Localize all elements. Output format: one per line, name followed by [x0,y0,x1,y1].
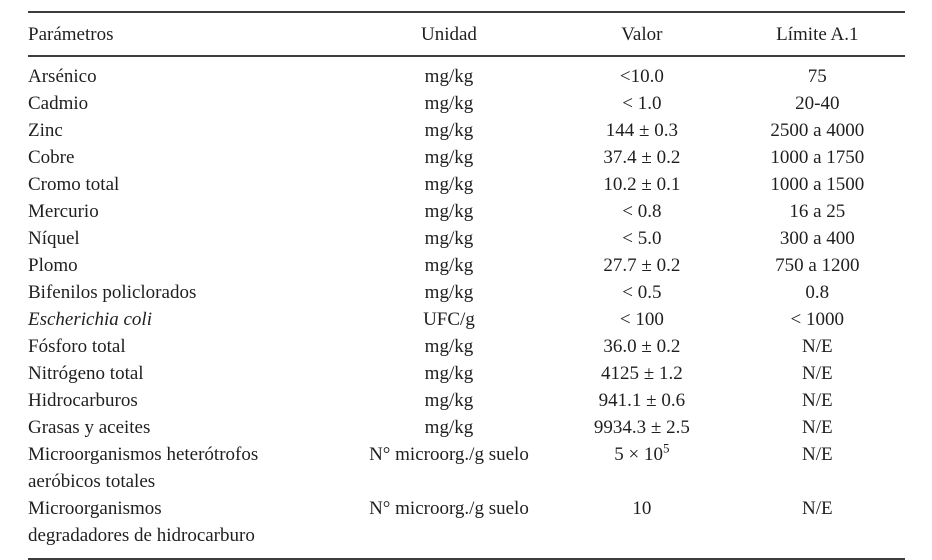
param-cell: Nitrógeno total [28,363,144,384]
unidad-cell: mg/kg [424,336,474,357]
limite-cell: N/E [801,417,833,438]
table-row: Cromo total mg/kg 10.2 ± 0.1 1000 a 1500 [28,171,905,198]
table-row: Nitrógeno total mg/kg 4125 ± 1.2 N/E [28,360,905,387]
table-row: Cadmio mg/kg < 1.0 20-40 [28,90,905,117]
limite-cell: 1000 a 1750 [770,147,865,168]
header-valor: Valor [554,12,730,57]
param-cell: Níquel [28,228,80,249]
param-cell: Cromo total [28,174,120,195]
param-cell: Escherichia coli [28,309,152,330]
table-row: Cobre mg/kg 37.4 ± 0.2 1000 a 1750 [28,144,905,171]
param-cell: Microorganismos degradadores de hidrocarb… [28,498,255,546]
header-row: Parámetros Unidad Valor Límite A.1 [28,12,905,57]
param-cell: Cadmio [28,93,89,114]
valor-cell: 5 × 105 [614,440,670,465]
unidad-cell: N° microorg./g suelo [369,498,529,519]
param-cell: Mercurio [28,201,99,222]
header-limite: Límite A.1 [729,12,905,57]
limite-cell: N/E [801,336,833,357]
limite-cell: N/E [801,390,833,411]
valor-cell: < 0.5 [622,282,662,303]
table-row: Microorganismos degradadores de hidrocarb… [28,495,905,559]
table-row: Arsénico mg/kg <10.0 75 [28,56,905,90]
valor-cell: 37.4 ± 0.2 [603,147,681,168]
valor-cell: 27.7 ± 0.2 [603,255,681,276]
exponent: 5 [662,440,670,456]
table-row: Mercurio mg/kg < 0.8 16 a 25 [28,198,905,225]
valor-cell: 144 ± 0.3 [605,120,678,141]
table-row: Microorganismos heterótrofos aeróbicos to… [28,441,905,495]
limite-cell: N/E [801,444,833,465]
param-cell: Fósforo total [28,336,126,357]
table-row: Bifenilos policlorados mg/kg < 0.5 0.8 [28,279,905,306]
unidad-cell: mg/kg [424,417,474,438]
table-row: Grasas y aceites mg/kg 9934.3 ± 2.5 N/E [28,414,905,441]
table-row: Hidrocarburos mg/kg 941.1 ± 0.6 N/E [28,387,905,414]
table-row: Escherichia coli UFC/g < 100 < 1000 [28,306,905,333]
unidad-cell: mg/kg [424,66,474,87]
param-cell: Microorganismos heterótrofos aeróbicos to… [28,444,259,492]
param-cell: Cobre [28,147,75,168]
table-row: Fósforo total mg/kg 36.0 ± 0.2 N/E [28,333,905,360]
param-cell: Arsénico [28,66,97,87]
unidad-cell: mg/kg [424,228,474,249]
valor-cell: < 1.0 [622,93,662,114]
unidad-cell: mg/kg [424,174,474,195]
param-cell: Plomo [28,255,78,276]
limite-cell: N/E [801,498,833,519]
unidad-cell: mg/kg [424,282,474,303]
unidad-cell: N° microorg./g suelo [369,444,529,465]
parameters-table: Parámetros Unidad Valor Límite A.1 Arsén… [28,11,905,560]
table-row: Zinc mg/kg 144 ± 0.3 2500 a 4000 [28,117,905,144]
limite-cell: 1000 a 1500 [770,174,865,195]
header-unidad: Unidad [343,12,555,57]
limite-cell: 20-40 [795,93,840,114]
valor-cell: 941.1 ± 0.6 [598,390,686,411]
table-body: Arsénico mg/kg <10.0 75 Cadmio mg/kg < 1.0 20-4… [28,56,905,559]
limite-cell: 2500 a 4000 [770,120,865,141]
unidad-cell: mg/kg [424,120,474,141]
limite-cell: 300 a 400 [779,228,855,249]
param-cell: Grasas y aceites [28,417,151,438]
unidad-cell: UFC/g [423,309,475,330]
table-row: Níquel mg/kg < 5.0 300 a 400 [28,225,905,252]
valor-cell: 9934.3 ± 2.5 [593,417,690,438]
valor-cell: <10.0 [619,66,664,87]
limite-cell: 16 a 25 [789,201,846,222]
unidad-cell: mg/kg [424,255,474,276]
valor-cell: 10.2 ± 0.1 [603,174,681,195]
param-cell: Zinc [28,120,63,141]
valor-cell: 10 [632,498,652,519]
param-cell: Hidrocarburos [28,390,138,411]
limite-cell: 75 [807,66,827,87]
unidad-cell: mg/kg [424,201,474,222]
valor-cell: < 5.0 [622,228,662,249]
limite-cell: 0.8 [805,282,830,303]
valor-cell: < 100 [619,309,664,330]
valor-cell: 4125 ± 1.2 [601,363,683,384]
param-cell: Bifenilos policlorados [28,282,197,303]
unidad-cell: mg/kg [424,93,474,114]
unidad-cell: mg/kg [424,147,474,168]
unidad-cell: mg/kg [424,363,474,384]
valor-cell: < 0.8 [622,201,662,222]
header-parametros: Parámetros [28,12,344,57]
limite-cell: 750 a 1200 [775,255,860,276]
valor-cell: 36.0 ± 0.2 [603,336,681,357]
unidad-cell: mg/kg [424,390,474,411]
limite-cell: < 1000 [790,309,845,330]
table-row: Plomo mg/kg 27.7 ± 0.2 750 a 1200 [28,252,905,279]
limite-cell: N/E [801,363,833,384]
